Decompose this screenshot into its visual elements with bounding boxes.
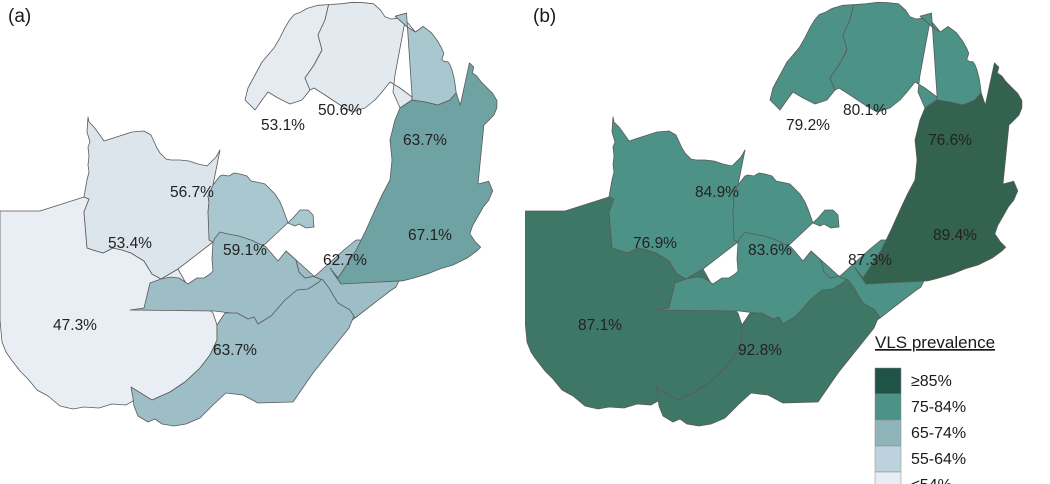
svg-text:76.6%: 76.6% xyxy=(928,132,972,149)
svg-text:50.6%: 50.6% xyxy=(318,102,362,119)
svg-text:92.8%: 92.8% xyxy=(738,342,782,359)
svg-text:84.9%: 84.9% xyxy=(695,184,739,201)
svg-text:56.7%: 56.7% xyxy=(170,184,214,201)
svg-text:80.1%: 80.1% xyxy=(843,102,887,119)
svg-text:87.3%: 87.3% xyxy=(848,252,892,269)
svg-text:≥85%: ≥85% xyxy=(911,373,952,390)
svg-text:63.7%: 63.7% xyxy=(403,132,447,149)
svg-text:75-84%: 75-84% xyxy=(911,399,966,416)
svg-text:53.1%: 53.1% xyxy=(261,117,305,134)
svg-text:65-74%: 65-74% xyxy=(911,425,966,442)
svg-text:59.1%: 59.1% xyxy=(223,242,267,259)
svg-text:76.9%: 76.9% xyxy=(633,235,677,252)
svg-text:47.3%: 47.3% xyxy=(53,317,97,334)
svg-text:67.1%: 67.1% xyxy=(408,227,452,244)
svg-text:79.2%: 79.2% xyxy=(786,117,830,134)
svg-text:89.4%: 89.4% xyxy=(933,227,977,244)
svg-text:VLS prevalence: VLS prevalence xyxy=(875,333,995,352)
svg-text:53.4%: 53.4% xyxy=(108,235,152,252)
svg-text:62.7%: 62.7% xyxy=(323,252,367,269)
svg-text:87.1%: 87.1% xyxy=(578,317,622,334)
svg-text:55-64%: 55-64% xyxy=(911,451,966,468)
svg-text:≤54%: ≤54% xyxy=(911,477,952,484)
svg-text:83.6%: 83.6% xyxy=(748,242,792,259)
svg-text:63.7%: 63.7% xyxy=(213,342,257,359)
